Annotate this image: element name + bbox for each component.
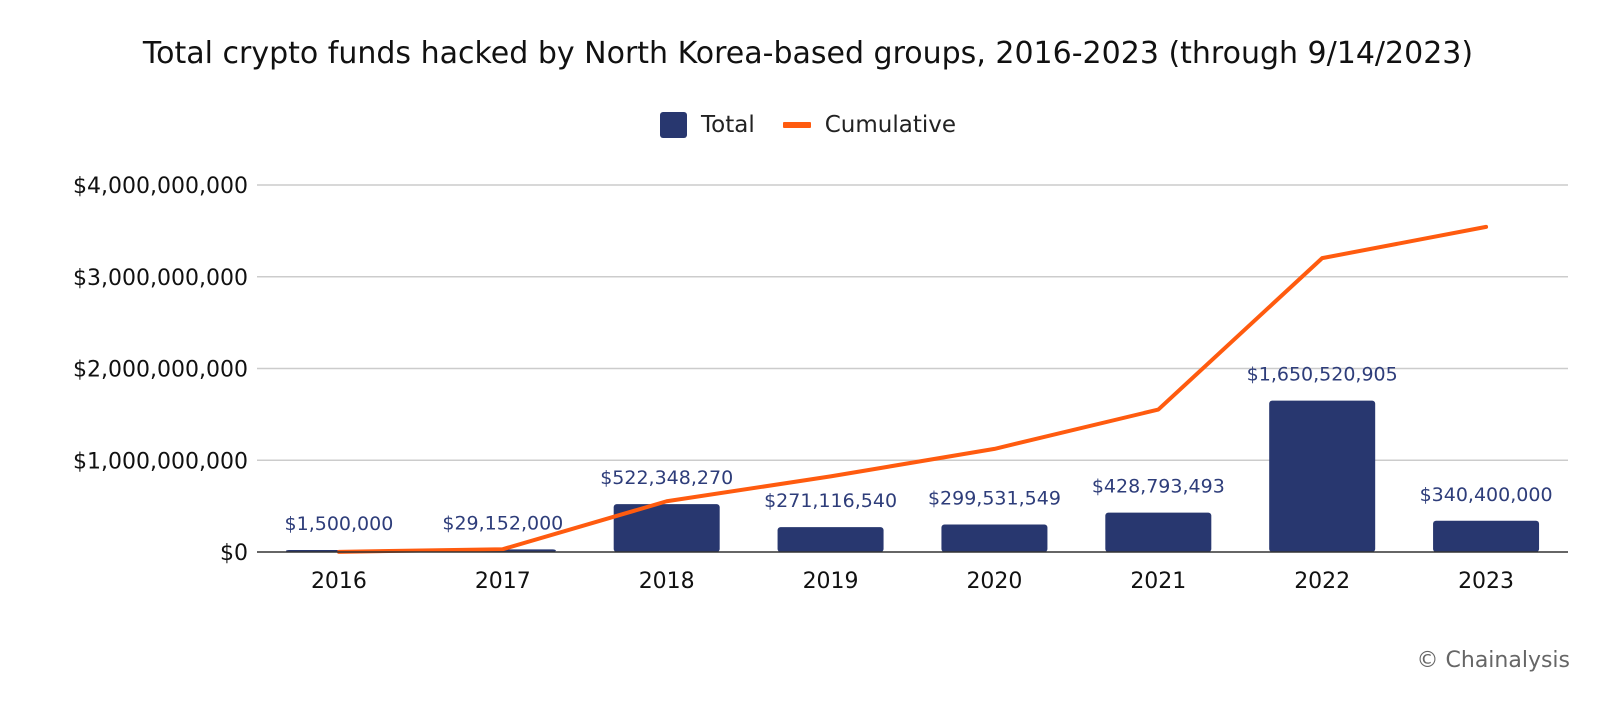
x-tick-label: 2022 bbox=[1294, 569, 1350, 594]
x-tick-label: 2018 bbox=[639, 569, 695, 594]
y-tick-label: $4,000,000,000 bbox=[73, 174, 248, 199]
bar-total bbox=[1433, 520, 1540, 552]
y-tick-label: $1,000,000,000 bbox=[73, 449, 248, 474]
chart-plot: $1,500,000 $29,152,000 $522,348,270 $271,11… bbox=[73, 174, 1568, 594]
bar-total bbox=[1269, 400, 1376, 552]
chart-title: Total crypto funds hacked by North Korea… bbox=[142, 36, 1474, 71]
bar-total bbox=[777, 527, 884, 552]
x-tick-label: 2020 bbox=[966, 569, 1022, 594]
data-label-total: $1,650,520,905 bbox=[1247, 364, 1398, 386]
data-label-total: $299,531,549 bbox=[928, 488, 1061, 510]
line-layer bbox=[336, 224, 1489, 554]
axis-layer: $0 $1,000,000,000 $2,000,000,000 $3,000,000… bbox=[73, 174, 1568, 594]
y-tick-label: $2,000,000,000 bbox=[73, 358, 248, 383]
legend-label-cumulative: Cumulative bbox=[824, 112, 956, 138]
legend-item-total: Total bbox=[660, 112, 755, 138]
x-tick-label: 2016 bbox=[311, 569, 367, 594]
y-tick-label: $0 bbox=[220, 541, 248, 566]
data-label-total: $1,500,000 bbox=[285, 513, 394, 535]
legend-swatch-total bbox=[660, 112, 687, 138]
legend-swatch-cumulative bbox=[782, 122, 811, 128]
label-layer: $1,500,000 $29,152,000 $522,348,270 $271,11… bbox=[285, 364, 1553, 535]
x-tick-label: 2017 bbox=[475, 569, 531, 594]
source-credit: © Chainalysis bbox=[1416, 648, 1570, 673]
bar-layer bbox=[285, 400, 1540, 552]
bar-total bbox=[1105, 512, 1212, 552]
data-label-total: $340,400,000 bbox=[1420, 484, 1553, 506]
data-label-total: $271,116,540 bbox=[764, 490, 897, 512]
data-label-total: $522,348,270 bbox=[600, 467, 733, 489]
data-label-total: $428,793,493 bbox=[1092, 476, 1225, 498]
x-tick-label: 2023 bbox=[1458, 569, 1514, 594]
x-tick-label: 2021 bbox=[1130, 569, 1186, 594]
bar-total bbox=[613, 504, 720, 552]
y-tick-label: $3,000,000,000 bbox=[73, 266, 248, 291]
bar-total bbox=[941, 524, 1048, 552]
legend-item-cumulative: Cumulative bbox=[782, 112, 956, 138]
x-tick-label: 2019 bbox=[803, 569, 859, 594]
chart-legend: Total Cumulative bbox=[0, 112, 1616, 138]
legend-label-total: Total bbox=[701, 112, 755, 138]
line-cumulative bbox=[336, 224, 1489, 554]
data-label-total: $29,152,000 bbox=[442, 512, 563, 534]
